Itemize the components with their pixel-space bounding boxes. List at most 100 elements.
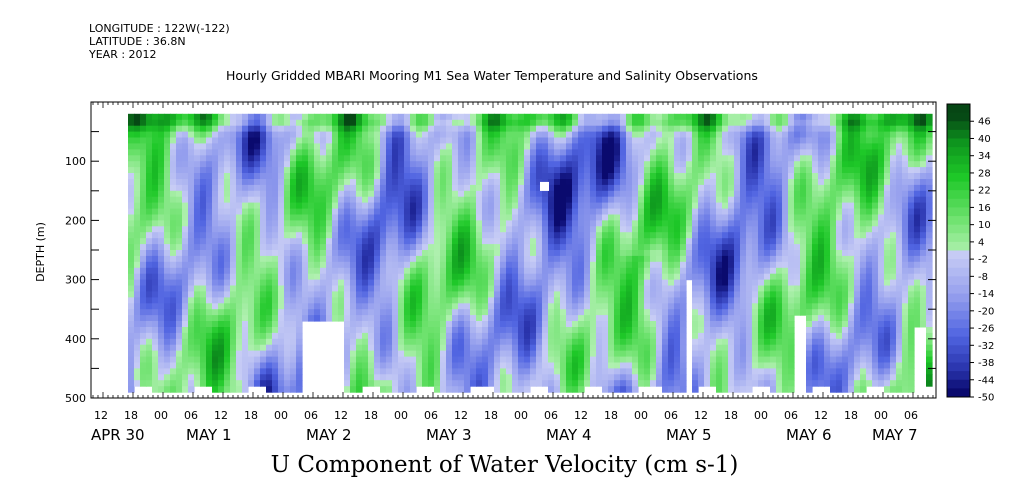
- heatmap-cell: [254, 131, 261, 139]
- heatmap-cell: [152, 149, 159, 156]
- heatmap-cell: [776, 244, 783, 251]
- heatmap-cell: [638, 238, 645, 245]
- heatmap-cell: [242, 155, 249, 162]
- heatmap-cell: [140, 161, 147, 168]
- heatmap-cell: [272, 344, 279, 352]
- heatmap-cell: [362, 226, 369, 233]
- heatmap-cell: [398, 149, 405, 156]
- heatmap-cell: [350, 131, 357, 139]
- heatmap-cell: [764, 261, 771, 269]
- heatmap-cell: [674, 362, 681, 369]
- heatmap-cell: [386, 267, 393, 275]
- heatmap-cell: [230, 362, 237, 369]
- heatmap-cell: [302, 173, 309, 180]
- heatmap-cell: [266, 309, 273, 316]
- heatmap-cell: [362, 350, 369, 358]
- heatmap-cell: [584, 167, 591, 174]
- heatmap-cell: [260, 255, 267, 263]
- heatmap-cell: [644, 137, 651, 144]
- heatmap-cell: [320, 273, 327, 281]
- heatmap-cell: [662, 327, 669, 334]
- heatmap-cell: [242, 220, 249, 227]
- heatmap-cell: [356, 137, 363, 144]
- heatmap-cell: [224, 250, 231, 257]
- heatmap-cell: [242, 119, 249, 127]
- heatmap-cell: [458, 190, 465, 198]
- heatmap-cell: [398, 125, 405, 133]
- heatmap-cell: [344, 315, 351, 322]
- heatmap-cell: [296, 344, 303, 352]
- heatmap-cell: [530, 255, 537, 263]
- heatmap-cell: [344, 332, 351, 340]
- heatmap-cell: [326, 161, 333, 168]
- heatmap-cell: [512, 161, 519, 168]
- heatmap-cell: [260, 155, 267, 162]
- heatmap-cell: [188, 374, 195, 381]
- heatmap-cell: [596, 143, 603, 150]
- heatmap-cell: [710, 338, 717, 346]
- heatmap-cell: [602, 155, 609, 162]
- heatmap-cell: [704, 285, 711, 292]
- heatmap-cell: [356, 374, 363, 381]
- heatmap-cell: [278, 131, 285, 139]
- heatmap-cell: [494, 386, 501, 393]
- heatmap-cell: [602, 297, 609, 304]
- heatmap-cell: [410, 119, 417, 127]
- heatmap-cell: [392, 338, 399, 346]
- heatmap-cell: [506, 273, 513, 281]
- heatmap-cell: [482, 315, 489, 322]
- heatmap-cell: [212, 167, 219, 174]
- heatmap-cell: [326, 125, 333, 133]
- heatmap-cell: [548, 119, 555, 127]
- heatmap-cell: [704, 380, 711, 387]
- heatmap-cell: [506, 368, 513, 375]
- heatmap-cell: [404, 386, 411, 393]
- heatmap-cell: [680, 368, 687, 375]
- heatmap-cell: [626, 220, 633, 227]
- heatmap-cell: [248, 184, 255, 192]
- heatmap-cell: [416, 297, 423, 304]
- heatmap-cell: [728, 303, 735, 310]
- heatmap-cell: [554, 143, 561, 150]
- heatmap-cell: [356, 327, 363, 334]
- heatmap-cell: [326, 244, 333, 251]
- heatmap-cell: [740, 303, 747, 310]
- heatmap-cell: [200, 179, 207, 186]
- heatmap-cell: [416, 338, 423, 346]
- heatmap-cell: [146, 350, 153, 358]
- heatmap-cell: [302, 119, 309, 127]
- heatmap-cell: [146, 226, 153, 233]
- heatmap-cell: [458, 255, 465, 263]
- heatmap-cell: [764, 161, 771, 168]
- heatmap-cell: [674, 173, 681, 180]
- heatmap-cell: [272, 273, 279, 281]
- heatmap-cell: [740, 208, 747, 216]
- heatmap-cell: [752, 250, 759, 257]
- heatmap-cell: [452, 279, 459, 287]
- heatmap-cell: [530, 327, 537, 334]
- heatmap-cell: [398, 374, 405, 381]
- heatmap-cell: [308, 244, 315, 251]
- heatmap-cell: [584, 261, 591, 269]
- heatmap-cell: [554, 273, 561, 281]
- heatmap-cell: [428, 244, 435, 251]
- heatmap-cell: [572, 155, 579, 162]
- heatmap-cell: [524, 143, 531, 150]
- heatmap-cell: [740, 261, 747, 269]
- heatmap-cell: [272, 214, 279, 221]
- heatmap-cell: [158, 125, 165, 133]
- heatmap-cell: [164, 285, 171, 292]
- heatmap-cell: [566, 220, 573, 227]
- heatmap-cell: [674, 356, 681, 364]
- heatmap-cell: [470, 208, 477, 216]
- heatmap-cell: [656, 344, 663, 352]
- heatmap-cell: [362, 273, 369, 281]
- heatmap-cell: [476, 380, 483, 387]
- heatmap-cell: [194, 321, 201, 328]
- heatmap-cell: [608, 386, 615, 393]
- heatmap-cell: [374, 149, 381, 156]
- heatmap-cell: [392, 285, 399, 292]
- heatmap-cell: [368, 279, 375, 287]
- heatmap-cell: [746, 368, 753, 375]
- heatmap-cell: [158, 214, 165, 221]
